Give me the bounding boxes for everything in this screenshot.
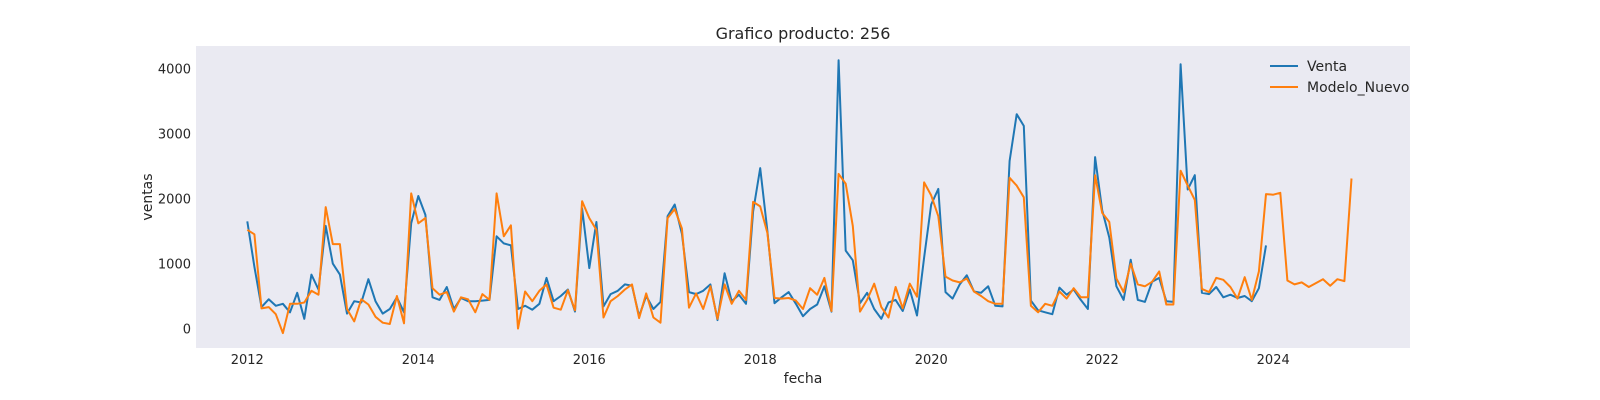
legend-label: Venta <box>1307 59 1347 75</box>
plot-background <box>196 46 1410 348</box>
y-axis-label: ventas <box>140 173 156 220</box>
chart-title: Grafico producto: 256 <box>716 24 891 43</box>
y-tick-label: 2000 <box>158 193 191 208</box>
x-tick-label: 2020 <box>915 353 948 368</box>
x-tick-label: 2014 <box>402 353 435 368</box>
x-tick-label: 2016 <box>573 353 606 368</box>
y-tick-label: 1000 <box>158 258 191 273</box>
x-tick-label: 2024 <box>1257 353 1290 368</box>
series-line-modelo-nuevo <box>246 169 1353 335</box>
series-layer <box>246 59 1353 335</box>
y-tick-label: 3000 <box>158 128 191 143</box>
series-line-venta <box>246 59 1267 322</box>
y-tick-label: 0 <box>183 323 191 338</box>
x-tick-label: 2012 <box>231 353 264 368</box>
y-axis-ticks: 0 1000 2000 3000 4000 <box>158 63 191 338</box>
legend-label: Modelo_Nuevo <box>1307 80 1409 96</box>
x-axis-label: fecha <box>784 371 823 387</box>
x-tick-label: 2018 <box>744 353 777 368</box>
y-tick-label: 4000 <box>158 63 191 78</box>
legend: Venta Modelo_Nuevo <box>1270 59 1409 96</box>
x-tick-label: 2022 <box>1086 353 1119 368</box>
x-axis-ticks: 2012 2014 2016 2018 2020 2022 2024 <box>231 353 1290 368</box>
